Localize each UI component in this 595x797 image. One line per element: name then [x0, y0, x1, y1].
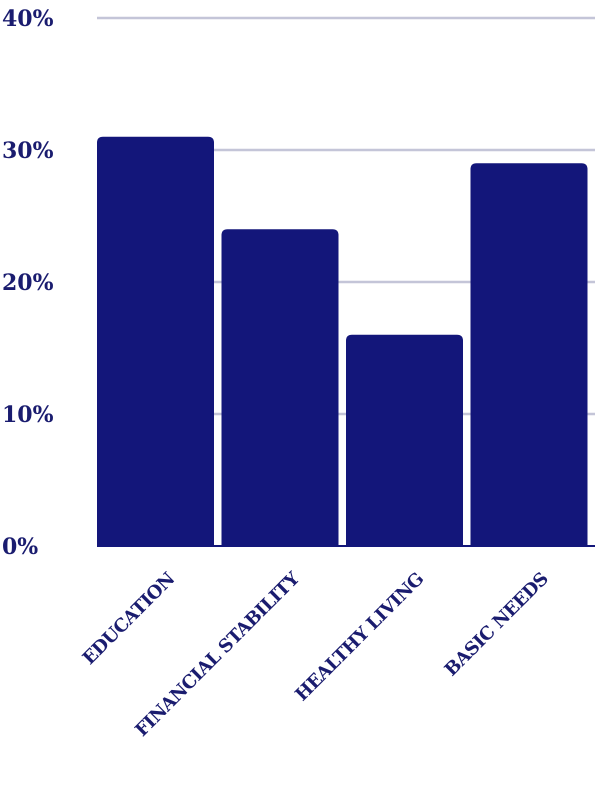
y-tick-label: 30% [2, 138, 54, 164]
bar-basic-needs [470, 163, 588, 546]
y-tick-label: 20% [2, 270, 54, 296]
bar-healthy-living [346, 334, 463, 546]
x-category-label: HEALTHY LIVING [291, 569, 428, 706]
bars [97, 136, 588, 547]
y-tick-labels: 0% 10% 20% 30% 40% [2, 6, 54, 560]
y-tick-label: 0% [2, 534, 38, 560]
x-category-label: EDUCATION [79, 569, 179, 669]
x-category-label: BASIC NEEDS [441, 569, 553, 681]
y-tick-label: 10% [2, 402, 54, 428]
bar-education [97, 136, 214, 547]
y-tick-label: 40% [2, 6, 54, 32]
bar-financial-stability [221, 229, 339, 546]
